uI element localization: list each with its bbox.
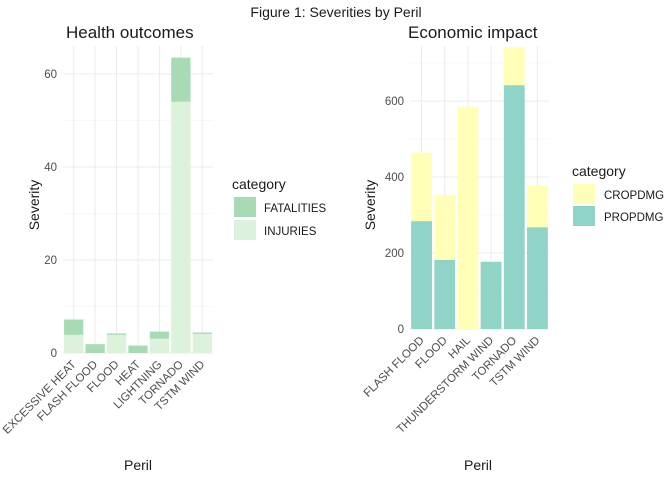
health-bar-tornado-injuries bbox=[171, 101, 191, 354]
economic-bar-tstm-wind-cropdmg bbox=[526, 185, 548, 228]
economic-bar-flood-propdmg bbox=[434, 259, 456, 329]
health-bar-excessive-heat-injuries bbox=[64, 334, 84, 353]
economic-bar-flash-flood-propdmg bbox=[411, 221, 433, 329]
economic-bar-thunderstorm-wind-propdmg bbox=[480, 261, 502, 329]
health-bar-tstm-wind-injuries bbox=[192, 333, 212, 353]
health-y-tick-label: 40 bbox=[44, 162, 57, 174]
economic-bar-hail-cropdmg bbox=[457, 106, 479, 329]
health-y-tick-label: 60 bbox=[44, 69, 57, 81]
legend-swatch-cropdmg bbox=[573, 184, 595, 204]
health-bar-lightning-fatalities bbox=[149, 331, 170, 339]
health-bar-tstm-wind-fatalities bbox=[192, 332, 212, 334]
legend-swatch-fatalities bbox=[234, 197, 256, 217]
economic-y-tick-label: 200 bbox=[385, 248, 404, 260]
health-bar-flood-fatalities bbox=[106, 333, 127, 335]
legend-label-propdmg: PROPDMG bbox=[604, 212, 663, 224]
health-legend-title: category bbox=[232, 176, 286, 192]
legend-label-injuries: INJURIES bbox=[264, 226, 317, 238]
health-bar-lightning-injuries bbox=[149, 338, 170, 353]
economic-bar-tstm-wind-propdmg bbox=[526, 227, 548, 329]
economic-bar-tornado-cropdmg bbox=[503, 47, 525, 86]
economic-panel-title: Economic impact bbox=[408, 23, 538, 42]
health-bar-flash-flood-fatalities bbox=[85, 344, 105, 353]
legend-label-cropdmg: CROPDMG bbox=[604, 190, 664, 202]
health-y-tick-label: 20 bbox=[44, 255, 57, 267]
economic-y-tick-label: 400 bbox=[385, 172, 404, 184]
health-bar-tornado-fatalities bbox=[171, 57, 191, 102]
legend-label-fatalities: FATALITIES bbox=[264, 203, 327, 215]
health-y-tick-label: 0 bbox=[51, 348, 57, 360]
economic-y-tick-label: 600 bbox=[385, 96, 404, 108]
health-outcomes-panel: Health outcomes Severity Peril 0204060EX… bbox=[1, 23, 327, 473]
economic-bar-flash-flood-cropdmg bbox=[411, 152, 433, 222]
economic-y-tick-label: 0 bbox=[398, 324, 404, 336]
economic-legend: category CROPDMG PROPDMG bbox=[572, 163, 664, 226]
economic-bar-tornado-propdmg bbox=[503, 85, 525, 329]
health-bar-flood-injuries bbox=[106, 334, 127, 353]
legend-swatch-injuries bbox=[234, 220, 256, 240]
economic-bar-flood-cropdmg bbox=[434, 195, 456, 260]
health-bar-heat-fatalities bbox=[128, 345, 148, 353]
health-x-axis-label: Peril bbox=[124, 457, 152, 473]
economic-x-axis-label: Peril bbox=[464, 457, 492, 473]
health-legend: category FATALITIES INJURIES bbox=[232, 176, 327, 240]
economic-impact-panel: Economic impact Severity Peril 0 200 400 60… bbox=[362, 23, 664, 473]
legend-swatch-propdmg bbox=[573, 206, 595, 226]
health-bar-excessive-heat-fatalities bbox=[64, 319, 84, 335]
figure-title: Figure 1: Severities by Peril bbox=[250, 4, 421, 20]
economic-legend-title: category bbox=[572, 163, 626, 179]
health-panel-title: Health outcomes bbox=[66, 23, 194, 42]
health-y-axis-label: Severity bbox=[26, 180, 42, 231]
economic-y-axis-label: Severity bbox=[362, 180, 378, 231]
